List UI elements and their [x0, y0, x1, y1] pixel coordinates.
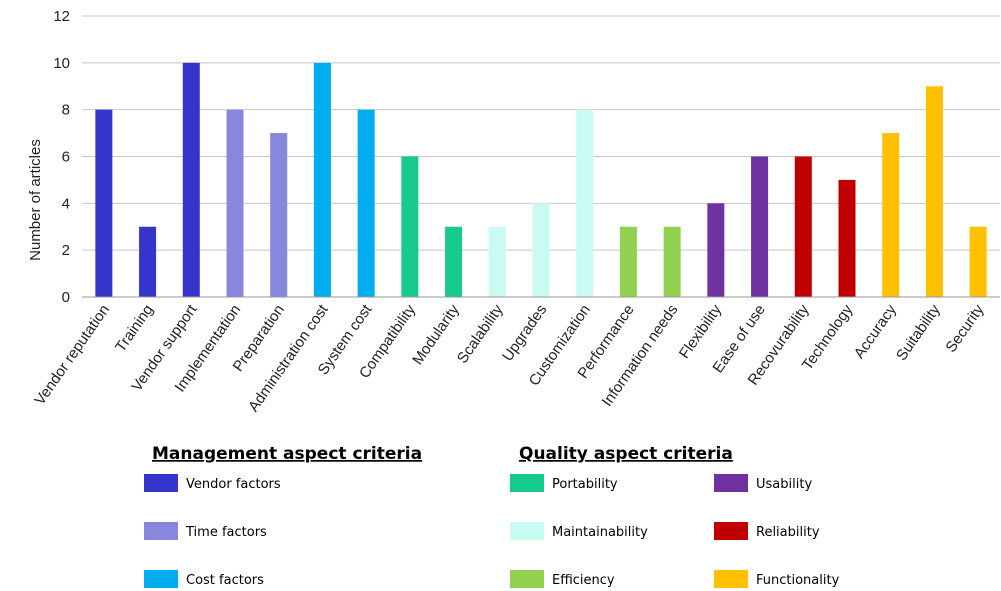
bar [751, 156, 769, 297]
legend-swatch [510, 474, 544, 492]
legend-label: Vendor factors [186, 477, 281, 492]
legend-label: Portability [552, 477, 618, 492]
bar [182, 62, 200, 298]
y-tick-label: 12 [53, 8, 70, 25]
legend-label: Usability [756, 477, 812, 492]
x-tick-label: Suitability [893, 301, 944, 364]
legend-swatch [144, 570, 178, 588]
legend-swatch [714, 522, 748, 540]
legend-swatch [714, 570, 748, 588]
y-axis-ticks: 0 2 4 6 8 10 12 [53, 8, 70, 306]
legend-swatch [510, 522, 544, 540]
bar [139, 226, 157, 297]
y-tick-label: 10 [53, 55, 70, 72]
bar [357, 109, 375, 298]
y-tick-label: 8 [62, 102, 70, 119]
bar [95, 109, 113, 298]
x-tick-label: Information needs [599, 302, 682, 410]
legend-label: Maintainability [552, 525, 648, 540]
bar [226, 109, 244, 298]
legend-swatch [714, 474, 748, 492]
legend-swatch [144, 522, 178, 540]
bar [445, 226, 463, 297]
bar [488, 226, 506, 297]
legend-swatch [144, 474, 178, 492]
y-tick-label: 0 [62, 289, 70, 306]
bar [576, 109, 594, 298]
bar [401, 156, 419, 297]
legend-label: Functionality [756, 573, 840, 588]
legend-label: Efficiency [552, 573, 615, 588]
bar [270, 133, 288, 297]
y-tick-label: 6 [62, 149, 70, 166]
bar [838, 179, 856, 297]
x-tick-label: Training [112, 302, 157, 356]
bar [532, 203, 550, 297]
legend-swatch [510, 570, 544, 588]
legend: Management aspect criteria Quality aspect… [144, 444, 840, 588]
legend-label: Cost factors [186, 573, 264, 588]
x-tick-label: Vendor reputation [31, 302, 113, 409]
legend-label: Time factors [185, 525, 267, 540]
bar [619, 226, 637, 297]
legend-group-title: Management aspect criteria [152, 444, 422, 464]
bar [313, 62, 331, 298]
y-tick-label: 4 [62, 195, 70, 212]
bar [882, 133, 900, 297]
bar [925, 86, 943, 297]
legend-label: Reliability [756, 525, 820, 540]
y-tick-label: 2 [62, 242, 70, 259]
bar [663, 226, 681, 297]
x-tick-label: Security [942, 301, 987, 356]
bars [95, 62, 987, 298]
y-axis-label: Number of articles [27, 139, 44, 261]
legend-group-title: Quality aspect criteria [519, 444, 733, 464]
bar [969, 226, 987, 297]
bar [707, 203, 725, 297]
bar [794, 156, 812, 297]
x-tick-label: Administration cost [245, 301, 332, 415]
